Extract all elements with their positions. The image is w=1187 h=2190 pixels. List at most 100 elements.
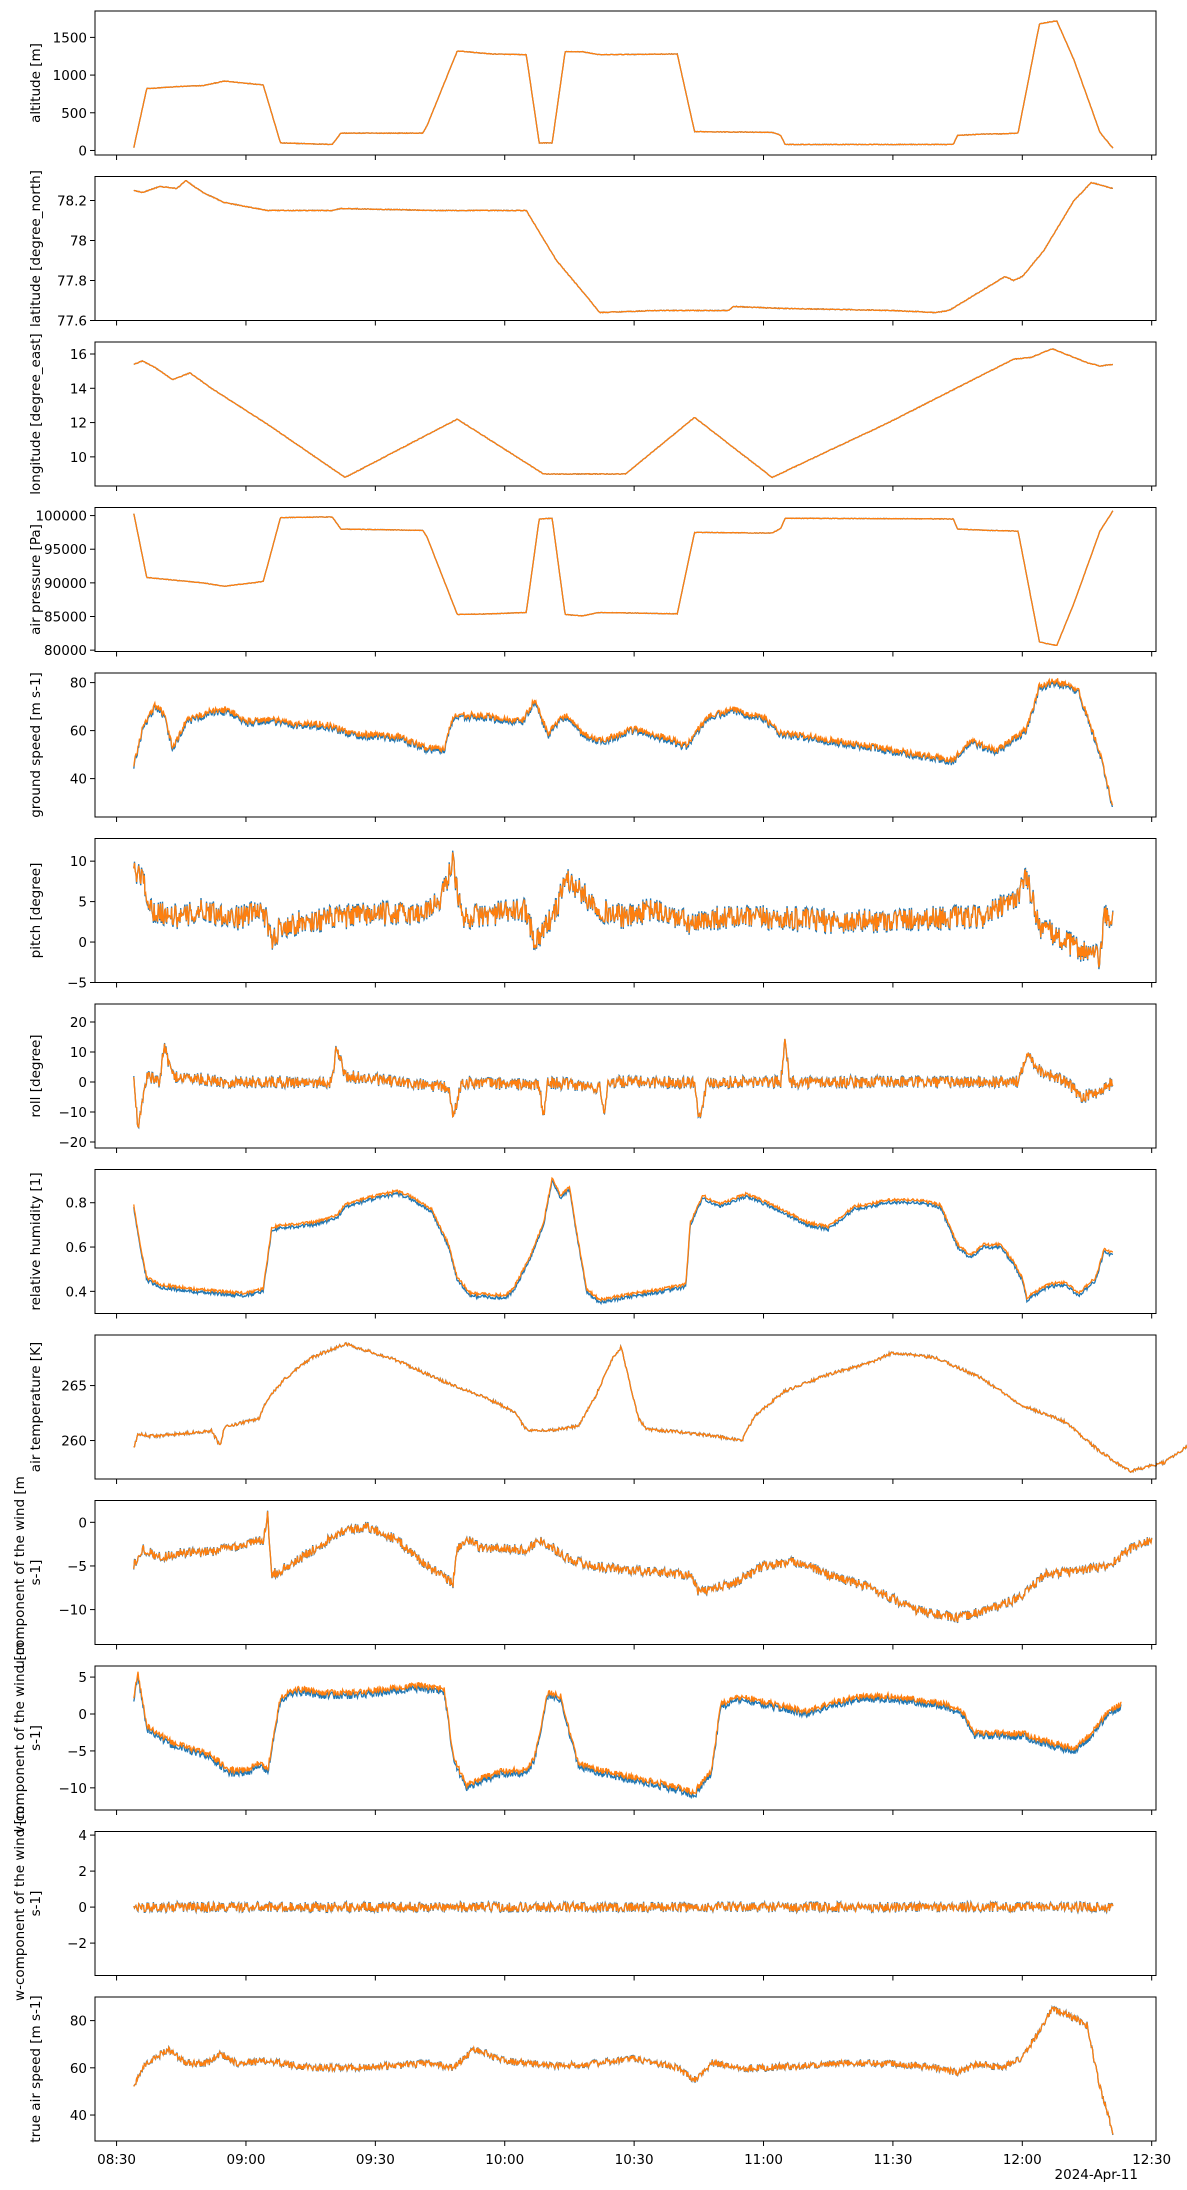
series-line-b-w-component-of-the-wind-m-s-1	[133, 1900, 1114, 1914]
y-tick-label: 1500	[53, 30, 87, 46]
y-tick-label: 4	[78, 1828, 87, 1844]
series-line-b-air-pressure-pa	[133, 510, 1114, 646]
y-tick-label: 80	[70, 676, 87, 692]
y-axis-label: w-component of the wind [m	[12, 1806, 28, 2001]
panel-u-component-of-the-wind-m-s-1: −10 −5 0 u-component of the wind [m s-1]	[12, 1476, 1157, 1669]
y-tick-label: 10	[70, 1045, 87, 1061]
series-line-b-roll-degree	[133, 1038, 1114, 1129]
axes-frame-w-component-of-the-wind-m-s-1	[94, 1831, 1157, 1976]
axes-frame-relative-humidity-1	[94, 1169, 1157, 1314]
panel-ground-speed-m-s-1: 40 60 80 ground speed [m s-1]	[28, 672, 1157, 822]
series-line-b-latitude-degree-north	[133, 180, 1113, 314]
series-line-a-longitude-degree-east	[133, 348, 1113, 479]
y-tick-label: 0.6	[66, 1240, 87, 1256]
y-axis-label: roll [degree]	[28, 1034, 44, 1117]
y-tick-label: −5	[67, 976, 87, 992]
y-axis-label: pitch [degree]	[28, 863, 44, 959]
y-tick-label: 80	[70, 2014, 87, 2030]
series-line-a-latitude-degree-north	[133, 180, 1113, 314]
series-line-a-relative-humidity-1	[133, 1179, 1113, 1306]
y-axis-label: true air speed [m s-1]	[28, 1995, 44, 2142]
series-line-a-true-air-speed-m-s-1	[133, 2005, 1114, 2136]
y-tick-label: 0	[78, 935, 87, 951]
y-axis-label: latitude [degree_north]	[28, 170, 44, 327]
panel-w-component-of-the-wind-m-s-1: −2 0 2 4 w-component of the wind [m s-1]	[12, 1806, 1157, 2001]
panel-true-air-speed-m-s-1: 40 60 80 true air speed [m s-1]	[28, 1995, 1157, 2146]
y-tick-label: 85000	[44, 610, 87, 626]
series-line-b-air-temperature-k	[133, 1342, 1187, 1474]
y-tick-label: −10	[59, 1105, 88, 1121]
panel-relative-humidity-1: 0.4 0.6 0.8 relative humidity [1]	[28, 1169, 1157, 1319]
y-tick-label: −2	[67, 1936, 87, 1952]
axes-frame-pitch-degree	[94, 838, 1157, 983]
x-tick-label: 09:30	[356, 2152, 395, 2168]
y-tick-label: −5	[67, 1744, 87, 1760]
y-tick-label: 60	[70, 2061, 87, 2077]
y-tick-label: 260	[61, 1434, 87, 1450]
x-tick-label: 10:30	[615, 2152, 654, 2168]
y-tick-label: −10	[59, 1603, 88, 1619]
y-axis-label: u-component of the wind [m	[12, 1476, 28, 1668]
y-tick-label: 60	[70, 724, 87, 740]
y-axis-label: s-1]	[28, 1560, 44, 1586]
series-line-b-ground-speed-m-s-1	[133, 677, 1114, 806]
x-tick-label: 11:30	[873, 2152, 912, 2168]
y-tick-label: 40	[70, 772, 87, 788]
series-line-a-altitude-m	[133, 20, 1114, 149]
panel-air-temperature-k: 260 265 air temperature [K]	[28, 1334, 1187, 1484]
y-axis-label: longitude [degree_east]	[28, 333, 44, 494]
y-axis-label: relative humidity [1]	[28, 1172, 44, 1310]
date-label: 2024-Apr-11	[1055, 2167, 1138, 2183]
y-tick-label: 0	[78, 143, 87, 159]
y-tick-label: 0	[78, 1515, 87, 1531]
x-tick-label: 10:00	[485, 2152, 524, 2168]
axes-frame-v-component-of-the-wind-m-s-1	[94, 1665, 1157, 1811]
y-tick-label: 10	[70, 450, 87, 466]
x-tick-label: 09:00	[227, 2152, 266, 2168]
y-tick-label: 12	[70, 416, 87, 432]
axes-frame-longitude-degree-east	[94, 341, 1157, 487]
axes-frame-ground-speed-m-s-1	[94, 672, 1157, 818]
x-tick-label: 11:00	[744, 2152, 783, 2168]
series-line-b-u-component-of-the-wind-m-s-1	[133, 1511, 1153, 1623]
y-axis-label: air pressure [Pa]	[28, 524, 44, 635]
axes-frame-air-pressure-pa	[94, 507, 1157, 652]
y-tick-label: 500	[61, 106, 87, 122]
y-tick-label: −5	[67, 1559, 87, 1575]
series-line-a-ground-speed-m-s-1	[133, 678, 1113, 808]
series-line-b-pitch-degree	[133, 852, 1114, 968]
series-line-b-true-air-speed-m-s-1	[133, 2005, 1114, 2135]
y-tick-label: 78.2	[57, 194, 87, 210]
y-tick-label: −10	[59, 1781, 88, 1797]
y-tick-label: 0.4	[66, 1284, 87, 1300]
y-tick-label: 5	[78, 1670, 87, 1686]
y-axis-label: air temperature [K]	[28, 1342, 44, 1472]
axes-frame-air-temperature-k	[94, 1334, 1157, 1480]
y-tick-label: 10	[70, 854, 87, 870]
y-axis-label: v-component of the wind [m	[12, 1642, 28, 1834]
x-tick-label: 12:30	[1132, 2152, 1171, 2168]
y-tick-label: 14	[70, 381, 87, 397]
axes-frame-u-component-of-the-wind-m-s-1	[94, 1500, 1157, 1645]
y-tick-label: 5	[78, 895, 87, 911]
y-tick-label: 77.6	[57, 314, 87, 330]
shared-time-axis: 08:30 09:00 09:30 10:00 10:30 11:00 11:30 12:00…	[97, 2152, 1171, 2168]
y-tick-label: 2	[78, 1864, 87, 1880]
y-tick-label: −20	[59, 1135, 88, 1151]
panel-roll-degree: −20 −10 0 10 20 roll [degree]	[28, 1003, 1157, 1153]
y-tick-label: 40	[70, 2108, 87, 2124]
y-axis-label: s-1]	[28, 1725, 44, 1751]
series-line-b-relative-humidity-1	[133, 1176, 1113, 1303]
panel-longitude-degree-east: 10 12 14 16 longitude [degree_east]	[28, 333, 1157, 495]
y-tick-label: 16	[70, 347, 87, 363]
axes-frame-roll-degree	[94, 1003, 1157, 1149]
x-tick-label: 12:00	[1003, 2152, 1042, 2168]
panel-v-component-of-the-wind-m-s-1: −10 −5 0 5 v-component of the wind [m s-1]	[12, 1642, 1157, 1834]
y-tick-label: 0	[78, 1900, 87, 1916]
y-tick-label: 90000	[44, 576, 87, 592]
series-line-a-v-component-of-the-wind-m-s-1	[133, 1674, 1122, 1800]
series-line-b-altitude-m	[133, 20, 1114, 149]
y-tick-label: 100000	[35, 509, 87, 525]
